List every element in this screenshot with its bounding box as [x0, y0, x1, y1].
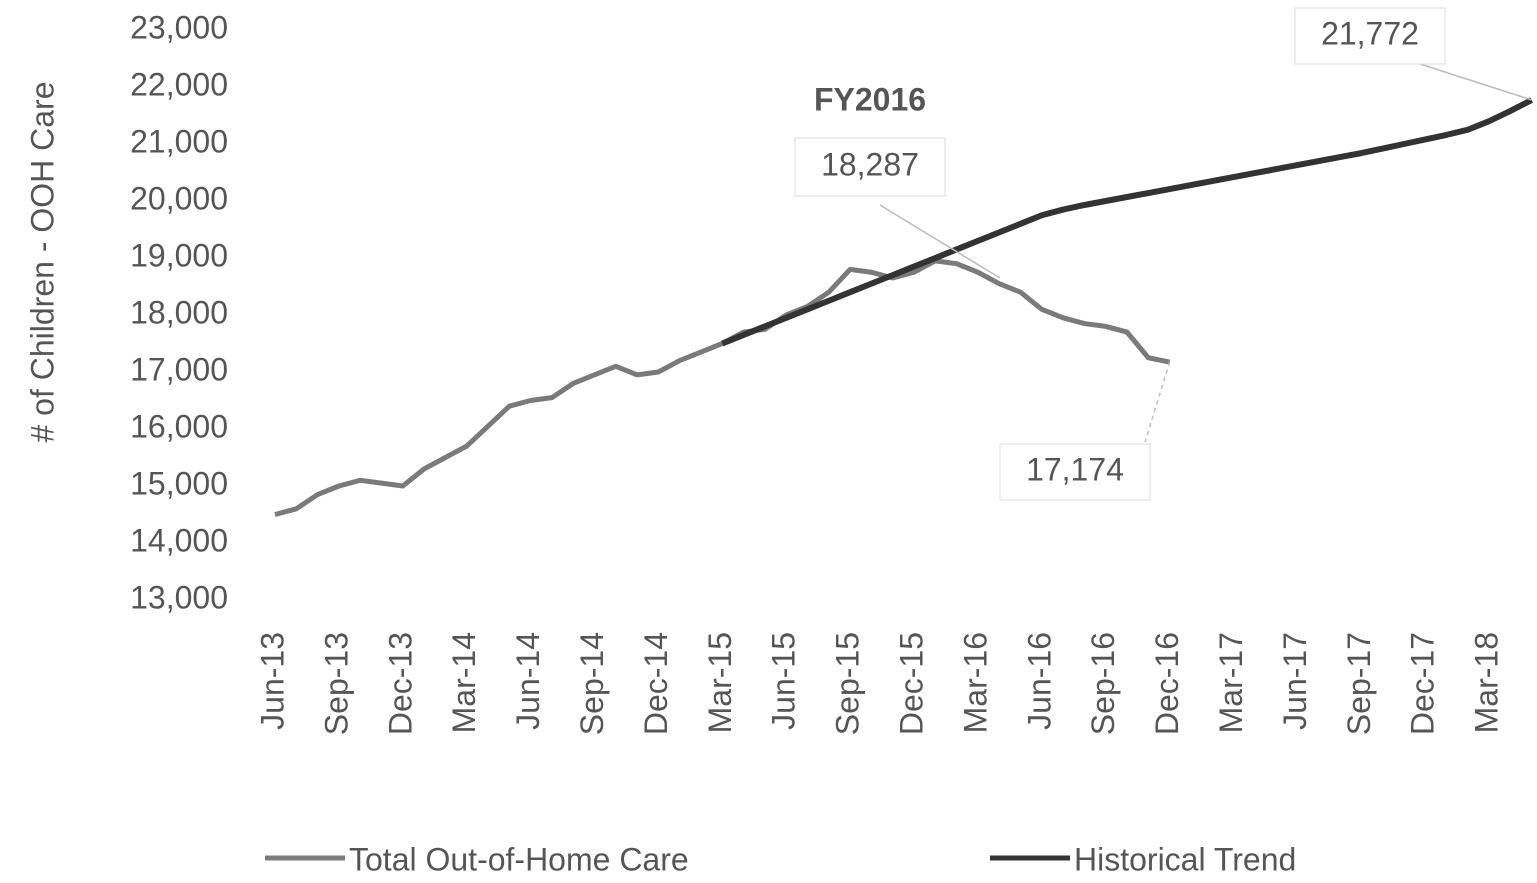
x-tick-label: Jun-16	[1021, 632, 1057, 730]
x-tick-label: Jun-14	[510, 632, 546, 730]
y-tick-label: 19,000	[130, 237, 228, 273]
y-tick-label: 23,000	[130, 9, 228, 45]
data-label: 17,174	[1026, 451, 1124, 487]
x-tick-label: Dec-16	[1149, 632, 1185, 735]
annotation: FY2016	[814, 81, 926, 117]
data-line	[721, 97, 1534, 347]
y-tick-label: 22,000	[130, 66, 228, 102]
y-tick-label: 16,000	[130, 408, 228, 444]
x-tick-label: Dec-13	[382, 632, 418, 735]
x-tick-label: Mar-14	[446, 632, 482, 733]
x-tick-label: Jun-13	[254, 632, 290, 730]
x-tick-label: Sep-17	[1341, 632, 1377, 735]
legend-label: Total Out-of-Home Care	[349, 841, 689, 877]
x-tick-label: Mar-15	[702, 632, 738, 733]
y-tick-label: 17,000	[130, 351, 228, 387]
data-label: 21,772	[1321, 15, 1419, 51]
annotation-leader	[879, 204, 1001, 279]
legend-label: Historical Trend	[1074, 841, 1296, 877]
label-box	[1294, 7, 1446, 65]
y-tick-label: 21,000	[130, 123, 228, 159]
y-tick-label: 15,000	[130, 465, 228, 501]
y-tick-label: 13,000	[130, 579, 228, 615]
x-tick-label: Dec-17	[1405, 632, 1441, 735]
x-tick-label: Mar-16	[957, 632, 993, 733]
label-box	[999, 443, 1151, 501]
x-tick-label: Mar-18	[1469, 632, 1505, 733]
y-tick-label: 18,000	[130, 294, 228, 330]
x-tick-label: Jun-15	[766, 632, 802, 730]
x-tick-label: Sep-13	[318, 632, 354, 735]
y-tick-label: 14,000	[130, 522, 228, 558]
x-tick-label: Jun-17	[1277, 632, 1313, 730]
x-tick-label: Mar-17	[1213, 632, 1249, 733]
y-axis-label: # of Children - OOH Care	[24, 81, 60, 442]
y-tick-label: 20,000	[130, 180, 228, 216]
label-leader	[1419, 63, 1532, 101]
x-tick-label: Sep-14	[574, 632, 610, 735]
x-tick-label: Sep-16	[1085, 632, 1121, 735]
annotation: 18,287	[821, 146, 919, 182]
x-tick-label: Dec-15	[893, 632, 929, 735]
x-tick-label: Dec-14	[638, 632, 674, 735]
annotation-box	[794, 137, 946, 197]
label-leader	[1144, 361, 1171, 443]
x-tick-label: Sep-15	[830, 632, 866, 735]
